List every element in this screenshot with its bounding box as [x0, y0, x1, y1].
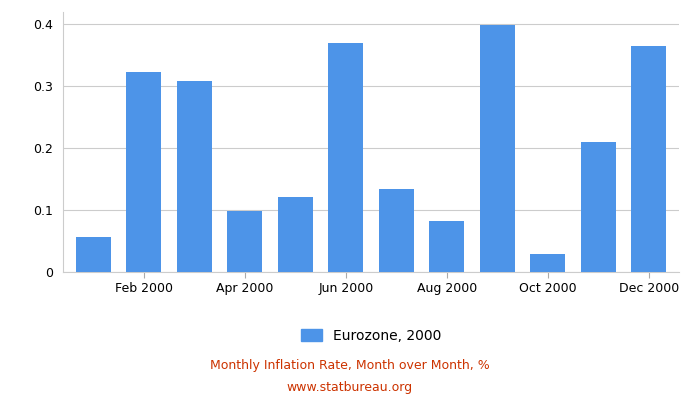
Bar	[278, 197, 313, 272]
Bar	[126, 72, 162, 272]
Text: www.statbureau.org: www.statbureau.org	[287, 382, 413, 394]
Bar	[631, 46, 666, 272]
Legend: Eurozone, 2000: Eurozone, 2000	[295, 323, 447, 348]
Bar	[480, 25, 515, 272]
Bar	[530, 254, 566, 272]
Text: Monthly Inflation Rate, Month over Month, %: Monthly Inflation Rate, Month over Month…	[210, 360, 490, 372]
Bar	[76, 237, 111, 272]
Bar	[328, 43, 363, 272]
Bar	[580, 142, 616, 272]
Bar	[379, 189, 414, 272]
Bar	[227, 211, 262, 272]
Bar	[176, 81, 212, 272]
Bar	[429, 221, 464, 272]
